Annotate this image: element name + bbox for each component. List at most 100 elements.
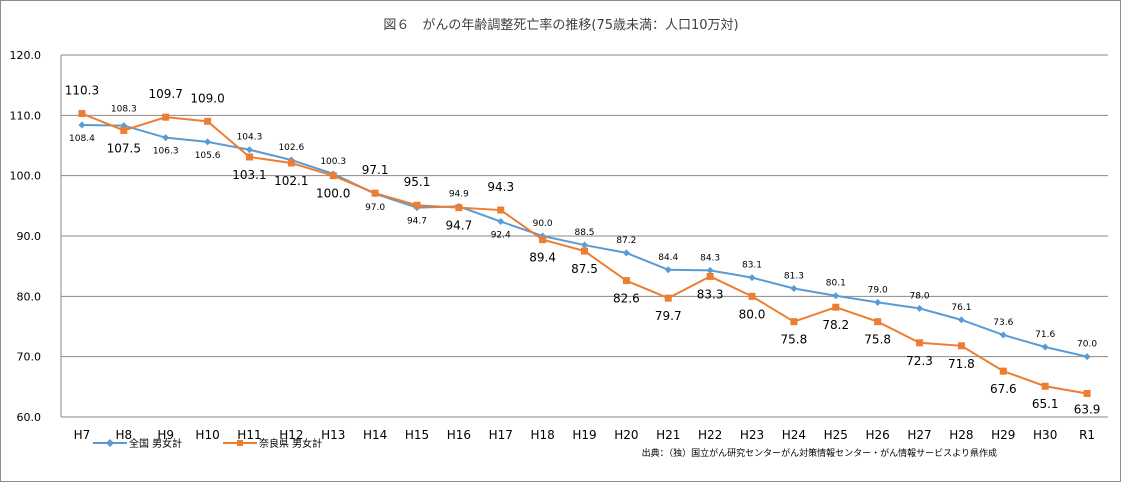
legend-item-national: 全国 男女計: [93, 437, 182, 450]
y-tick-label: 90.0: [17, 230, 42, 243]
x-tick-label: H29: [991, 428, 1015, 442]
data-label-national: 102.6: [278, 143, 304, 153]
data-point-national: [916, 304, 924, 312]
data-point-nara: [874, 318, 882, 326]
data-label-nara: 72.3: [906, 354, 933, 368]
data-point-national: [204, 138, 212, 146]
series-group: [78, 110, 1091, 397]
data-point-national: [957, 316, 965, 324]
data-point-nara: [581, 247, 588, 255]
data-label-national: 94.9: [449, 189, 469, 199]
data-label-national: 105.6: [195, 151, 221, 161]
legend-label-national: 全国 男女計: [129, 437, 182, 450]
data-point-nara: [1083, 389, 1091, 397]
data-point-nara: [622, 277, 630, 285]
data-label-national: 71.6: [1035, 330, 1055, 340]
y-axis-ticks: 60.0 70.0 80.0 90.0 100.0 110.0 120.0: [10, 49, 42, 424]
chart-title: 図６ がんの年齢調整死亡率の推移(75歳未満：人口10万対): [383, 17, 738, 33]
data-point-national: [999, 331, 1007, 339]
data-label-nara: 97.1: [362, 163, 389, 177]
x-tick-label: H22: [698, 428, 722, 442]
y-tick-label: 100.0: [10, 170, 42, 183]
gridlines: [60, 54, 1108, 418]
x-tick-label: H12: [279, 428, 303, 442]
data-label-national: 80.1: [826, 279, 846, 289]
x-tick-label: H9: [157, 428, 174, 442]
data-label-nara: 107.5: [107, 141, 141, 155]
data-point-nara: [78, 110, 86, 118]
data-point-national: [1041, 343, 1049, 351]
data-point-nara: [748, 292, 756, 300]
data-point-nara: [371, 189, 379, 197]
data-point-national: [790, 284, 798, 292]
data-label-nara: 94.3: [487, 180, 514, 194]
data-label-nara: 71.8: [948, 357, 975, 371]
data-label-national: 108.3: [111, 105, 137, 115]
data-label-national: 106.3: [153, 147, 179, 157]
data-point-national: [162, 134, 170, 142]
data-label-nara: 100.0: [316, 187, 350, 201]
data-label-national: 79.0: [868, 285, 888, 295]
data-label-national: 100.3: [320, 157, 346, 167]
x-tick-label: H13: [321, 428, 345, 442]
x-tick-label: H17: [489, 428, 513, 442]
data-point-nara: [706, 272, 714, 280]
data-point-nara: [999, 367, 1007, 375]
data-label-nara: 87.5: [571, 262, 598, 276]
y-tick-label: 60.0: [17, 411, 42, 424]
data-point-national: [748, 274, 756, 282]
data-label-nara: 110.3: [65, 84, 99, 98]
x-tick-label: H24: [782, 428, 806, 442]
x-tick-label: H25: [824, 428, 848, 442]
data-label-nara: 80.0: [739, 307, 766, 321]
legend-marker-nara: [237, 440, 243, 446]
data-point-national: [1083, 353, 1091, 361]
source-note: 出典：（独）国立がん研究センターがん対策情報センター・がん情報サービスより県作成: [642, 447, 997, 459]
data-label-nara: 65.1: [1032, 397, 1059, 411]
data-labels: 108.4 108.3 106.3 105.6 104.3 102.6 100.3 97.0 9…: [65, 84, 1101, 417]
data-label-nara: 75.8: [781, 333, 808, 347]
x-tick-label: H11: [237, 428, 261, 442]
data-point-nara: [539, 236, 547, 244]
data-label-national: 87.2: [616, 236, 636, 246]
x-tick-label: H7: [74, 428, 91, 442]
x-tick-label: H8: [115, 428, 132, 442]
data-point-national: [497, 218, 505, 226]
data-label-national: 92.4: [491, 231, 511, 241]
data-point-national: [245, 146, 253, 154]
data-label-national: 73.6: [993, 318, 1013, 328]
data-label-nara: 109.0: [190, 91, 224, 105]
data-point-nara: [287, 159, 295, 167]
legend-label-nara: 奈良県 男女計: [259, 437, 322, 450]
data-label-nara: 75.8: [864, 333, 891, 347]
legend: 全国 男女計 奈良県 男女計: [93, 437, 322, 450]
x-tick-label: H28: [949, 428, 973, 442]
data-label-national: 81.3: [784, 271, 804, 281]
data-point-national: [78, 121, 86, 129]
data-label-national: 90.0: [533, 219, 553, 229]
y-tick-label: 120.0: [10, 49, 42, 62]
x-tick-label: H10: [195, 428, 219, 442]
x-tick-label: H14: [363, 428, 387, 442]
data-point-nara: [413, 201, 421, 209]
data-point-nara: [245, 153, 253, 161]
x-tick-label: H18: [530, 428, 554, 442]
data-label-national: 84.4: [658, 253, 678, 263]
data-label-national: 104.3: [237, 133, 263, 143]
data-label-national: 83.1: [742, 261, 762, 271]
data-label-nara: 67.6: [990, 382, 1017, 396]
data-label-nara: 79.7: [655, 309, 682, 323]
data-label-national: 88.5: [574, 228, 594, 238]
data-point-nara: [957, 342, 965, 350]
x-tick-label: H30: [1033, 428, 1057, 442]
x-tick-label: H16: [447, 428, 471, 442]
data-label-nara: 89.4: [529, 251, 556, 265]
x-tick-label: H26: [866, 428, 890, 442]
data-point-national: [874, 298, 882, 306]
data-label-nara: 82.6: [613, 292, 640, 306]
data-point-nara: [497, 206, 505, 214]
data-point-national: [664, 266, 672, 274]
data-label-nara: 103.1: [232, 168, 266, 182]
y-tick-label: 110.0: [10, 109, 42, 122]
data-label-nara: 83.3: [697, 287, 724, 301]
